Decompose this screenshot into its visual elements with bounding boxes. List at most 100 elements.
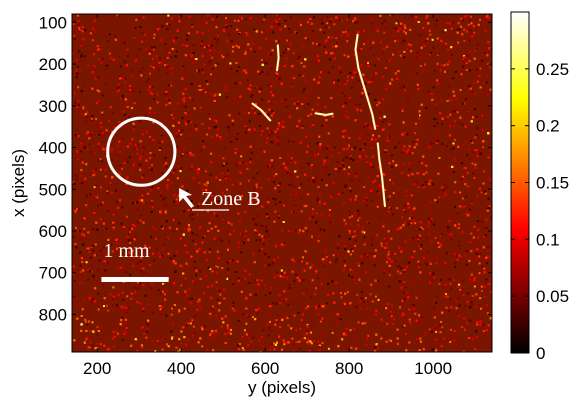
speckle-cell (346, 291, 349, 294)
speckle-cell (329, 261, 332, 264)
speckle-cell (109, 57, 112, 60)
speckle-cell (365, 344, 368, 346)
speckle-cell (256, 192, 259, 195)
speckle-cell (183, 284, 186, 287)
speckle-cell (475, 240, 478, 243)
speckle-cell (95, 270, 98, 273)
speckle-cell (204, 21, 207, 24)
speckle-cell (124, 157, 127, 160)
speckle-cell (473, 177, 476, 180)
speckle-cell (325, 39, 328, 42)
speckle-cell (399, 28, 402, 31)
speckle-cell (437, 190, 440, 193)
speckle-cell (162, 338, 164, 341)
speckle-cell (345, 222, 347, 225)
speckle-cell (488, 205, 491, 208)
speckle-cell (434, 236, 437, 239)
speckle-cell (444, 261, 447, 264)
speckle-cell (244, 269, 247, 272)
speckle-cell (332, 72, 334, 75)
speckle-cell (317, 96, 320, 99)
speckle-cell (454, 119, 457, 122)
speckle-cell (259, 71, 262, 74)
speckle-cell (256, 279, 259, 282)
speckle-cell (339, 71, 342, 74)
speckle-cell (486, 262, 488, 265)
speckle-cell (252, 282, 255, 284)
speckle-cell (78, 29, 81, 31)
speckle-cell (284, 168, 287, 171)
speckle-cell (356, 163, 359, 166)
speckle-cell (416, 138, 419, 141)
speckle-cell (84, 84, 87, 87)
speckle-cell (458, 74, 461, 77)
speckle-cell (398, 142, 401, 145)
speckle-cell (319, 146, 322, 149)
speckle-cell (179, 170, 182, 173)
speckle-cell (192, 334, 194, 337)
speckle-cell (355, 306, 358, 309)
speckle-cell (457, 297, 460, 300)
speckle-cell (142, 221, 145, 224)
speckle-cell (388, 285, 391, 288)
speckle-cell (390, 237, 393, 240)
speckle-cell (91, 39, 94, 42)
speckle-cell (459, 288, 462, 291)
speckle-cell (383, 47, 385, 50)
speckle-cell (324, 26, 327, 29)
speckle-cell (449, 58, 452, 61)
speckle-cell (402, 291, 405, 294)
speckle-cell (192, 325, 195, 328)
speckle-cell (73, 160, 76, 162)
speckle-cell (152, 48, 155, 51)
speckle-cell (380, 337, 383, 340)
speckle-cell (285, 48, 287, 51)
speckle-cell (371, 22, 374, 25)
speckle-cell (482, 324, 485, 327)
speckle-cell (181, 154, 184, 157)
speckle-cell (117, 248, 120, 250)
speckle-cell (346, 18, 348, 21)
speckle-cell (118, 173, 121, 175)
speckle-cell (421, 338, 424, 341)
speckle-cell (425, 107, 428, 109)
speckle-cell (162, 105, 165, 108)
speckle-cell (257, 70, 260, 73)
speckle-cell (83, 227, 86, 230)
speckle-cell (435, 327, 438, 329)
speckle-cell (350, 248, 353, 251)
speckle-cell (216, 266, 219, 268)
speckle-cell (262, 250, 265, 253)
speckle-cell (156, 339, 159, 342)
speckle-cell (152, 312, 155, 315)
speckle-cell (303, 333, 306, 336)
speckle-cell (100, 338, 102, 341)
speckle-cell (343, 268, 345, 271)
speckle-cell (189, 167, 192, 170)
speckle-cell (371, 238, 374, 241)
speckle-cell (289, 31, 292, 34)
speckle-cell (351, 148, 353, 151)
speckle-cell (332, 254, 335, 257)
speckle-cell (183, 148, 185, 151)
speckle-cell (336, 161, 339, 163)
speckle-cell (73, 92, 76, 95)
speckle-cell (473, 277, 476, 280)
speckle-cell (486, 206, 489, 209)
speckle-cell (374, 295, 377, 298)
speckle-cell (332, 52, 335, 55)
speckle-cell (317, 313, 320, 316)
speckle-cell (148, 142, 151, 145)
speckle-cell (227, 169, 230, 172)
speckle-cell (321, 333, 324, 336)
speckle-cell (467, 185, 470, 188)
speckle-cell (344, 224, 347, 227)
speckle-cell (362, 300, 365, 303)
speckle-cell (283, 340, 285, 343)
speckle-cell (345, 115, 348, 118)
speckle-cell (443, 292, 446, 295)
speckle-cell (461, 197, 464, 200)
speckle-cell (108, 120, 110, 123)
speckle-cell (367, 81, 370, 84)
speckle-cell (325, 166, 328, 169)
